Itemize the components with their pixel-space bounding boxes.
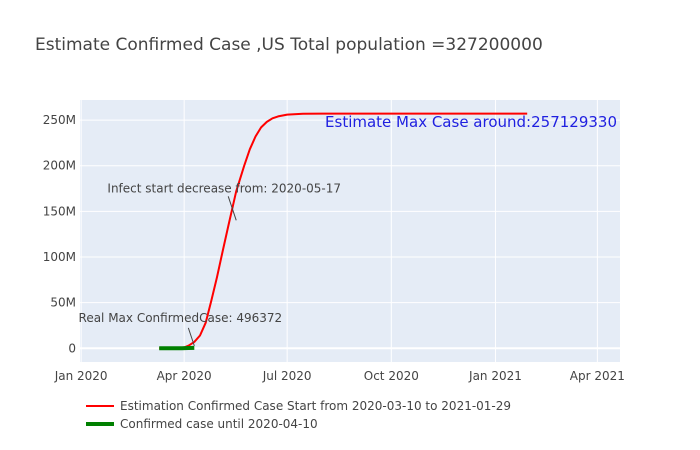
y-tick-label: 100M	[43, 250, 76, 264]
annotation-real-max: Real Max ConfirmedCase: 496372	[79, 311, 283, 325]
grid-lines	[80, 100, 620, 362]
legend-item-confirmed[interactable]: Confirmed case until 2020-04-10	[86, 417, 318, 431]
x-tick-label: Oct 2020	[364, 369, 419, 383]
annotation-layer: Infect start decrease from: 2020-05-17 R…	[79, 113, 617, 347]
x-tick-label: Jan 2020	[54, 369, 108, 383]
annotation-arrow-decrease	[227, 196, 237, 221]
x-axis-ticks: Jan 2020 Apr 2020 Jul 2020 Oct 2020 Jan 2021…	[54, 369, 625, 383]
y-tick-label: 50M	[50, 296, 76, 310]
y-tick-label: 200M	[43, 159, 76, 173]
legend-label-estimation: Estimation Confirmed Case Start from 202…	[120, 399, 511, 413]
legend-item-estimation[interactable]: Estimation Confirmed Case Start from 202…	[86, 399, 511, 413]
annotation-decrease-start: Infect start decrease from: 2020-05-17	[107, 181, 341, 195]
y-tick-label: 150M	[43, 204, 76, 218]
y-axis-ticks: 0 50M 100M 150M 200M 250M	[43, 113, 76, 355]
y-tick-label: 0	[68, 341, 76, 355]
legend-label-confirmed: Confirmed case until 2020-04-10	[120, 417, 318, 431]
chart-title: Estimate Confirmed Case ,US Total popula…	[35, 35, 543, 55]
annotation-estimate-max: Estimate Max Case around:257129330	[325, 113, 617, 131]
legend[interactable]: Estimation Confirmed Case Start from 202…	[86, 399, 511, 431]
x-tick-label: Apr 2021	[570, 369, 625, 383]
x-tick-label: Apr 2020	[157, 369, 212, 383]
plot-area	[80, 100, 620, 362]
x-tick-label: Jul 2020	[262, 369, 312, 383]
y-tick-label: 250M	[43, 113, 76, 127]
x-tick-label: Jan 2021	[468, 369, 522, 383]
annotation-arrow-real-max	[187, 327, 195, 347]
